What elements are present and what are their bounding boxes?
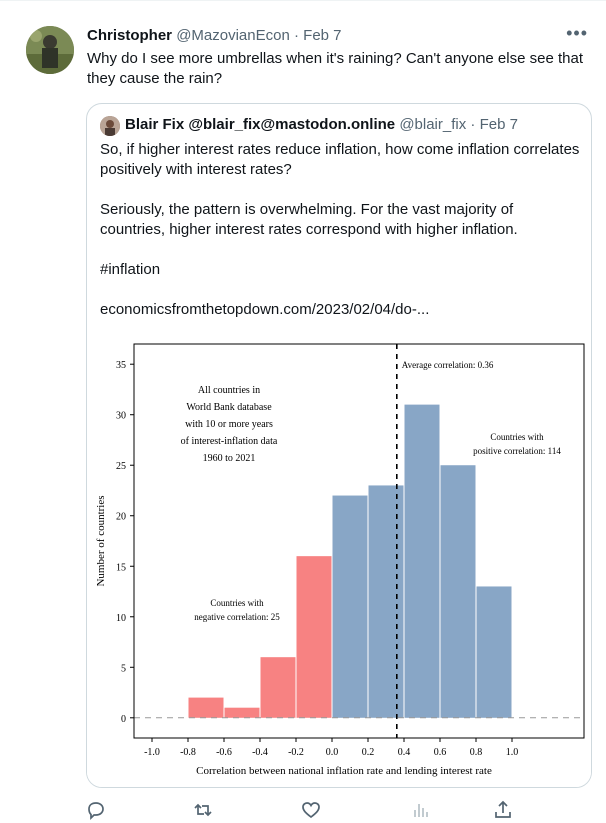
x-axis-label: Correlation between national inflation r… xyxy=(196,765,492,777)
info-annotation-line: All countries in xyxy=(198,385,260,396)
quote-paragraph-1: So, if higher interest rates reduce infl… xyxy=(100,141,580,178)
histogram-bar xyxy=(188,697,224,718)
x-tick-label: 1.0 xyxy=(506,747,519,758)
more-options-button[interactable]: ••• xyxy=(566,23,588,43)
x-tick-label: 0.4 xyxy=(398,747,411,758)
y-axis-label: Number of countries xyxy=(95,495,107,586)
histogram-bar xyxy=(296,556,332,718)
author-name[interactable]: Christopher xyxy=(87,27,173,44)
separator: · xyxy=(466,116,480,133)
quote-author-name[interactable]: Blair Fix @blair_fix@mastodon.online xyxy=(125,116,396,133)
tweet-text: Why do I see more umbrellas when it's ra… xyxy=(87,50,583,87)
quote-header: Blair Fix @blair_fix@mastodon.online @bl… xyxy=(125,116,518,133)
y-tick-label: 0 xyxy=(121,714,126,725)
x-tick-label: -0.4 xyxy=(252,747,268,758)
negative-annotation-line: negative correlation: 25 xyxy=(194,612,280,622)
tweet-date[interactable]: Feb 7 xyxy=(303,27,342,44)
positive-annotation-line: Countries with xyxy=(490,432,544,442)
histogram-svg: 0 5 10 15 20 25 30 35 -1.0 -0.8 -0.6 -0.4 -0.2 0.0 0.2… xyxy=(95,343,585,777)
quoted-tweet[interactable]: Blair Fix @blair_fix@mastodon.online @bl… xyxy=(86,103,592,788)
histogram-bar xyxy=(260,657,296,718)
avatar[interactable] xyxy=(26,26,74,74)
quote-hashtag[interactable]: #inflation xyxy=(100,261,161,278)
heart-icon[interactable] xyxy=(300,799,322,821)
x-tick-label: 0.8 xyxy=(470,747,483,758)
action-bar xyxy=(0,799,606,823)
views-icon[interactable] xyxy=(410,799,432,821)
x-tick-label: 0.2 xyxy=(362,747,375,758)
info-annotation-line: of interest-inflation data xyxy=(181,436,278,447)
x-tick-label: -0.2 xyxy=(288,747,304,758)
retweet-icon[interactable] xyxy=(192,799,214,821)
histogram-chart[interactable]: 0 5 10 15 20 25 30 35 -1.0 -0.8 -0.6 -0.4 -0.2 0.0 0.2… xyxy=(87,328,591,787)
histogram-bar xyxy=(368,485,404,718)
y-tick-label: 35 xyxy=(116,360,126,371)
x-tick-label: 0.6 xyxy=(434,747,447,758)
x-tick-label: -0.8 xyxy=(180,747,196,758)
x-tick-label: -1.0 xyxy=(144,747,160,758)
reply-icon[interactable] xyxy=(85,799,107,821)
histogram-bar xyxy=(440,465,476,718)
quote-link[interactable]: economicsfromthetopdown.com/2023/02/04/d… xyxy=(100,301,430,318)
quote-author-handle[interactable]: @blair_fix xyxy=(399,116,467,133)
quote-text: So, if higher interest rates reduce infl… xyxy=(100,140,580,340)
quote-paragraph-2: Seriously, the pattern is overwhelming. … xyxy=(100,201,518,238)
y-tick-label: 15 xyxy=(116,562,126,573)
share-icon[interactable] xyxy=(492,799,514,821)
histogram-bar xyxy=(404,404,440,718)
info-annotation-line: World Bank database xyxy=(186,402,272,413)
average-annotation: Average correlation: 0.36 xyxy=(402,360,494,370)
negative-annotation-line: Countries with xyxy=(210,598,264,608)
y-tick-label: 25 xyxy=(116,461,126,472)
histogram-bar xyxy=(332,495,368,718)
separator: · xyxy=(289,27,304,44)
plot-frame xyxy=(133,343,585,739)
y-tick-label: 5 xyxy=(121,663,126,674)
quote-avatar[interactable] xyxy=(100,116,120,136)
histogram-bar xyxy=(224,707,260,718)
y-tick-label: 10 xyxy=(116,613,126,624)
author-handle[interactable]: @MazovianEcon xyxy=(176,27,290,44)
y-tick-label: 20 xyxy=(116,512,126,523)
tweet-header: Christopher @MazovianEcon · Feb 7 xyxy=(87,27,342,44)
info-annotation-line: with 10 or more years xyxy=(185,419,273,430)
positive-annotation-line: positive correlation: 114 xyxy=(473,446,561,456)
x-tick-label: 0.0 xyxy=(326,747,339,758)
x-tick-label: -0.6 xyxy=(216,747,232,758)
histogram-bar xyxy=(476,586,512,718)
quote-date[interactable]: Feb 7 xyxy=(479,116,518,133)
y-tick-label: 30 xyxy=(116,411,126,422)
info-annotation-line: 1960 to 2021 xyxy=(203,453,256,464)
